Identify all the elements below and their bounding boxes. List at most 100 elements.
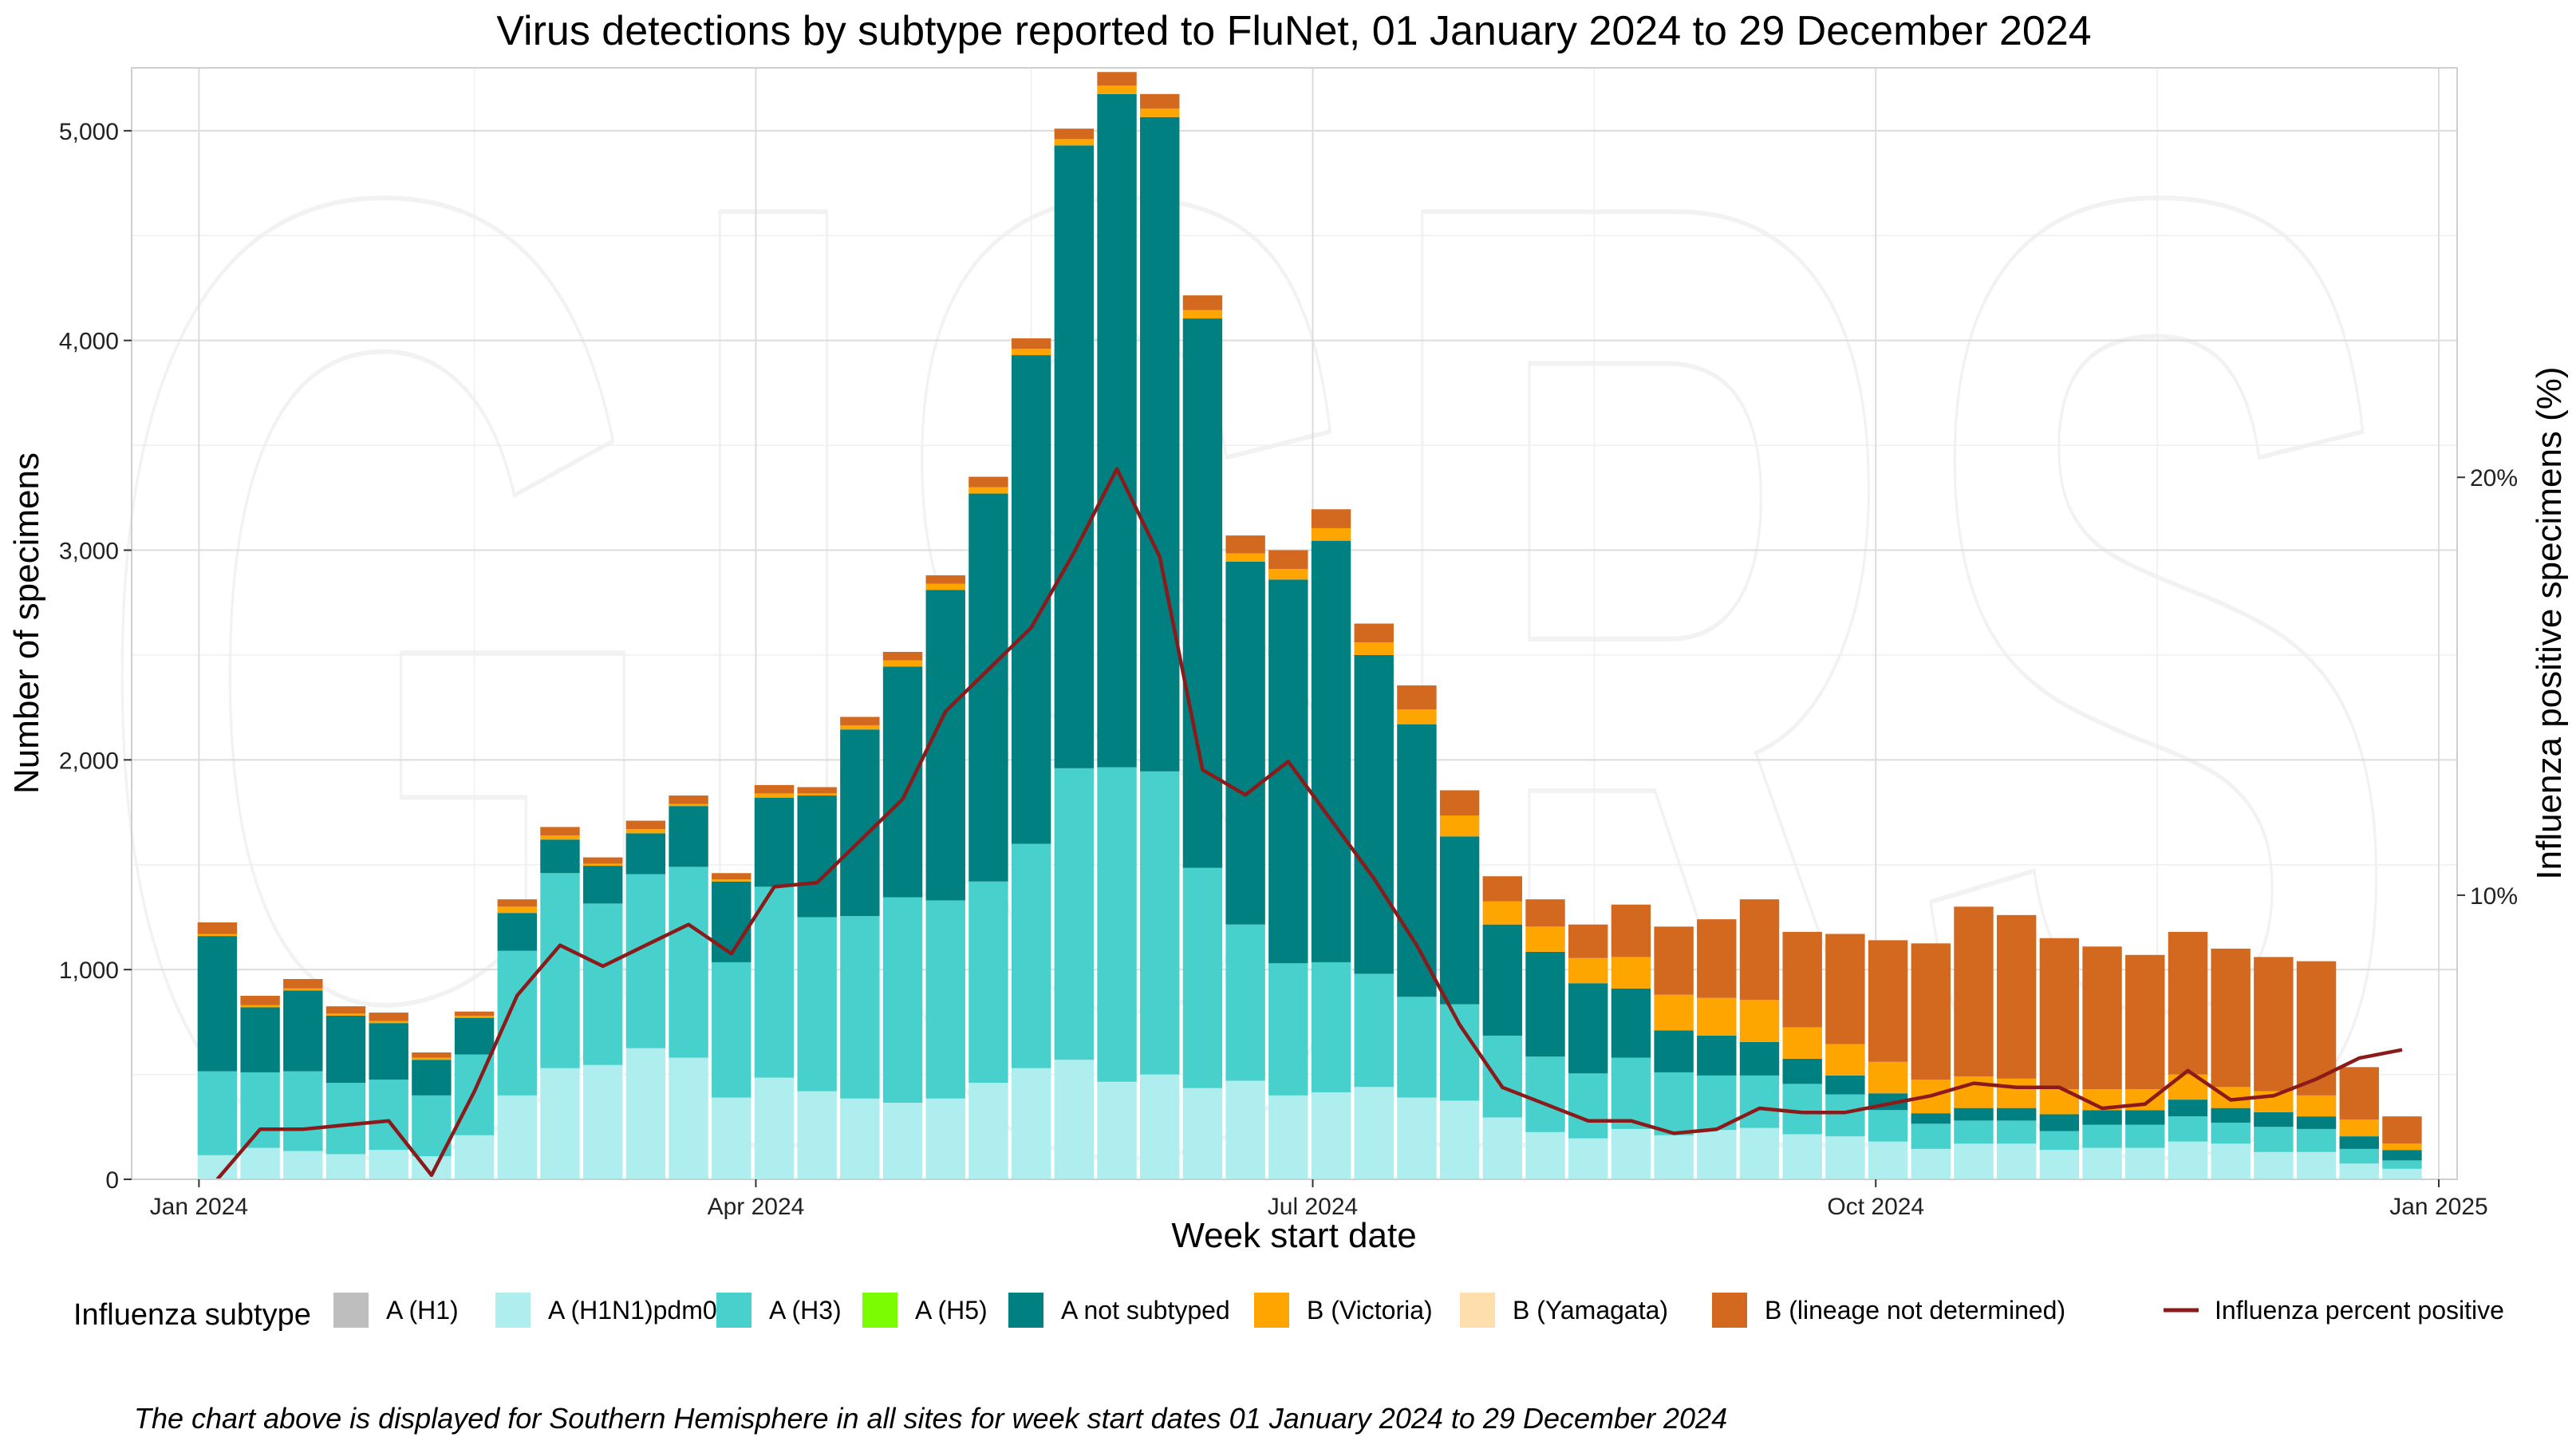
bar-segment bbox=[1354, 623, 1394, 643]
bar-segment bbox=[240, 1005, 280, 1008]
bar-segment bbox=[582, 866, 623, 904]
bar-segment bbox=[840, 916, 880, 1099]
legend-swatch bbox=[495, 1293, 531, 1328]
legend-swatch bbox=[1008, 1293, 1043, 1328]
bar-segment bbox=[1868, 1061, 1908, 1094]
bar-segment bbox=[1397, 1097, 1437, 1179]
x-axis: Jan 2024 Apr 2024 Jul 2024 Oct 2024 Jan 2025 bbox=[150, 1179, 2488, 1220]
y2-axis-title: Influenza positive specimens (%) bbox=[2530, 366, 2569, 879]
bar-segment bbox=[882, 651, 923, 661]
bar-segment bbox=[1097, 1081, 1137, 1179]
bar-segment bbox=[882, 666, 923, 898]
bar-segment bbox=[1825, 1044, 1865, 1076]
bar-segment bbox=[797, 787, 837, 794]
bar-segment bbox=[2039, 938, 2080, 1089]
bar-segment bbox=[1868, 940, 1908, 1062]
bar-segment bbox=[1996, 914, 2037, 1079]
bar-segment bbox=[1311, 1092, 1351, 1179]
bar-segment bbox=[625, 833, 666, 875]
bar-segment bbox=[2211, 948, 2251, 1088]
bar-segment bbox=[1568, 983, 1608, 1074]
bar-segment bbox=[369, 1023, 408, 1080]
bar-segment bbox=[197, 1155, 238, 1179]
bar-segment bbox=[1996, 1143, 2037, 1179]
bar-segment bbox=[1954, 1107, 1994, 1121]
chart-title: Virus detections by subtype reported to … bbox=[496, 8, 2091, 54]
bar-segment bbox=[1140, 109, 1180, 117]
chart-caption: The chart above is displayed for Souther… bbox=[134, 1402, 1727, 1435]
bar-segment bbox=[1825, 934, 1865, 1044]
bar-segment bbox=[1739, 1075, 1780, 1128]
bar-segment bbox=[497, 906, 537, 914]
bar-segment bbox=[669, 803, 708, 807]
bar-segment bbox=[283, 990, 323, 1072]
bar-segment bbox=[1568, 957, 1608, 984]
bar-segment bbox=[754, 784, 795, 794]
bar-segment bbox=[1011, 355, 1051, 844]
bar-segment bbox=[1739, 1127, 1780, 1179]
bar-segment bbox=[1268, 963, 1308, 1096]
bar-segment bbox=[1697, 1130, 1737, 1179]
bar-segment bbox=[454, 1011, 495, 1016]
bar-segment bbox=[1439, 815, 1480, 837]
bar-segment bbox=[840, 717, 880, 725]
bar-segment bbox=[582, 863, 623, 867]
bar-segment bbox=[754, 1077, 795, 1179]
bar-segment bbox=[2254, 1151, 2294, 1179]
bar-segment bbox=[2339, 1067, 2379, 1120]
bar-segment bbox=[1054, 1060, 1095, 1179]
bar-segment bbox=[925, 575, 965, 584]
bar-segment bbox=[197, 934, 238, 937]
bar-segment bbox=[2382, 1150, 2422, 1161]
bar-segment bbox=[2296, 1116, 2337, 1129]
bar-segment bbox=[1654, 994, 1694, 1031]
bar-segment bbox=[2339, 1119, 2379, 1137]
bar-segment bbox=[1439, 1100, 1480, 1179]
bar-segment bbox=[797, 796, 837, 918]
bar-segment bbox=[1782, 1084, 1822, 1135]
bar-segment bbox=[754, 793, 795, 798]
legend-label: A (H5) bbox=[915, 1296, 988, 1325]
x-tick-label: Jan 2024 bbox=[150, 1194, 248, 1220]
y2-tick-label: 20% bbox=[2470, 465, 2518, 492]
bar-segment bbox=[797, 917, 837, 1092]
plot-border bbox=[131, 67, 2458, 1180]
bar-segment bbox=[1354, 1087, 1394, 1179]
bar-segment bbox=[625, 820, 666, 830]
bar-segment bbox=[1911, 1113, 1951, 1124]
bar-segment bbox=[797, 793, 837, 796]
bar-segment bbox=[1225, 561, 1265, 925]
bar-segment bbox=[669, 796, 708, 804]
bar-segment bbox=[1482, 1035, 1523, 1118]
bar-segment bbox=[625, 829, 666, 834]
bar-segment bbox=[625, 1048, 666, 1179]
bar-segment bbox=[1525, 899, 1565, 927]
bar-segment bbox=[1739, 899, 1780, 1001]
bar-segment bbox=[582, 857, 623, 864]
bar-segment bbox=[1225, 553, 1265, 562]
bar-segment bbox=[2339, 1163, 2379, 1179]
bar-segment bbox=[1311, 527, 1351, 541]
bar-segment bbox=[540, 827, 580, 835]
legend-swatch bbox=[1254, 1293, 1289, 1328]
bar-segment bbox=[1225, 1080, 1265, 1179]
bar-segment bbox=[968, 493, 1008, 882]
bar-segment bbox=[2039, 1131, 2080, 1151]
bar-segment bbox=[197, 922, 238, 934]
bar-segment bbox=[1311, 961, 1351, 1092]
bar-segment bbox=[325, 1006, 366, 1014]
bar-segment bbox=[2125, 1110, 2165, 1125]
bar-segment bbox=[1611, 988, 1651, 1058]
bar-segment bbox=[968, 476, 1008, 488]
bar-segment bbox=[968, 487, 1008, 494]
legend-title: Influenza subtype bbox=[73, 1298, 311, 1332]
y-axis-title: Number of specimens bbox=[7, 452, 46, 794]
bar-segment bbox=[2168, 931, 2208, 1075]
y-tick-label: 1,000 bbox=[59, 957, 119, 984]
bar-segment bbox=[1482, 901, 1523, 925]
bar-segment bbox=[1268, 1095, 1308, 1179]
bar-segment bbox=[1439, 836, 1480, 1005]
bar-segment bbox=[882, 897, 923, 1104]
bar-segment bbox=[2211, 1143, 2251, 1179]
